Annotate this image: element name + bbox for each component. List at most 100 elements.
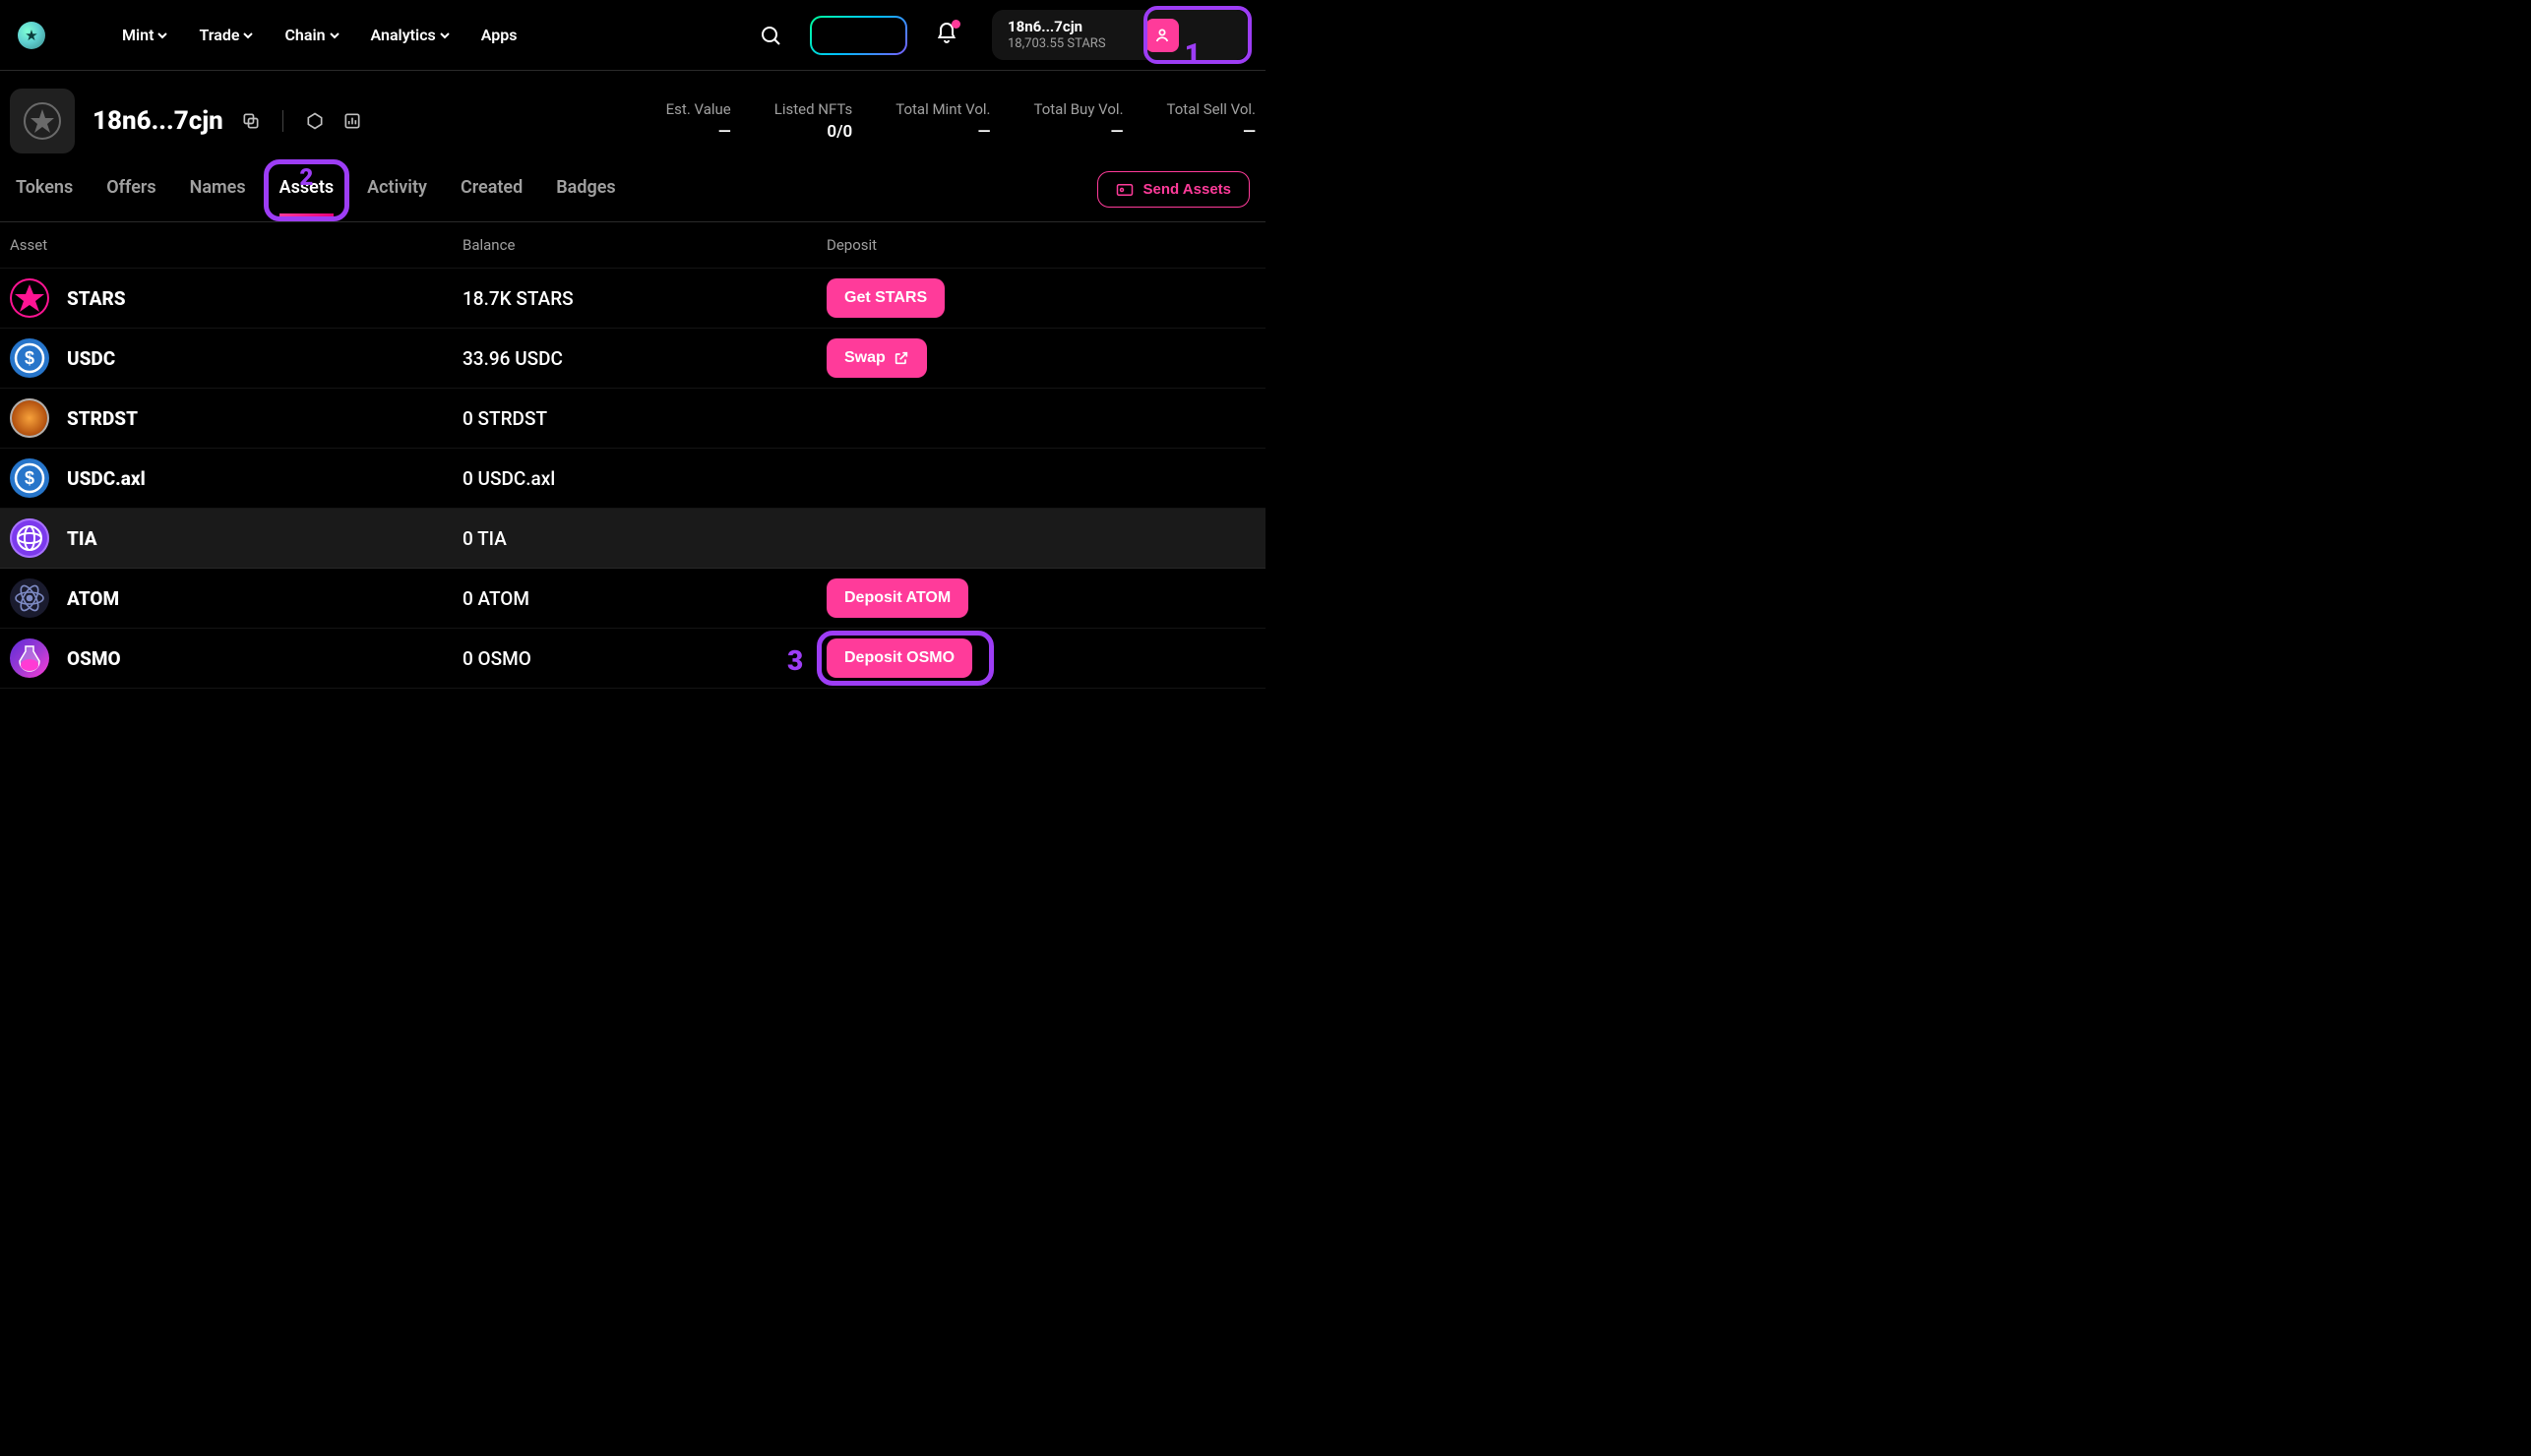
stat: Listed NFTs 0/0 (774, 100, 853, 142)
tabs: Tokens Offers Names Assets2 Activity Created B… (0, 153, 1266, 222)
profile-address: 18n6...7cjn (93, 106, 223, 136)
tab-annotated: Assets2 (279, 177, 335, 215)
asset-name: OSMO (67, 647, 121, 670)
balance-cell: 0 USDC.axl (463, 467, 827, 490)
balance-cell: 0 ATOM (463, 587, 827, 610)
action-cell: Get STARS (827, 278, 1256, 318)
chevron-down-icon (330, 30, 340, 40)
stat-label: Est. Value (666, 100, 731, 118)
nav-mint[interactable]: Mint (122, 26, 167, 44)
stat: Total Buy Vol. — (1034, 100, 1124, 142)
chevron-down-icon (157, 30, 167, 40)
card-icon (1116, 183, 1134, 197)
stat-value: — (1034, 122, 1124, 142)
account-card[interactable]: 18n6...7cjn 18,703.55 STARS 1 (992, 10, 1248, 60)
stat-value: — (1167, 122, 1256, 142)
divider (282, 110, 283, 132)
profile-summary: 18n6...7cjn Est. Value — Listed NFTs 0/0 T… (0, 71, 1266, 153)
tab-tokens[interactable]: Tokens (16, 177, 73, 215)
profile-button[interactable] (1145, 19, 1179, 52)
main-nav: Mint Trade Chain Analytics Apps (122, 26, 517, 44)
swap-button[interactable]: Swap (827, 338, 927, 378)
stat-label: Total Buy Vol. (1034, 100, 1124, 118)
stat-label: Total Sell Vol. (1167, 100, 1256, 118)
asset-name: STARS (67, 287, 126, 310)
stat-value: 0/0 (774, 122, 853, 142)
action-cell: Swap (827, 338, 1256, 378)
stat: Total Mint Vol. — (895, 100, 990, 142)
osmo-icon (10, 638, 49, 678)
bridge-button[interactable]: Bridge (810, 16, 907, 55)
app-logo[interactable] (18, 22, 45, 49)
topbar: Mint Trade Chain Analytics Apps Bridge 1… (0, 0, 1266, 71)
nav-trade[interactable]: Trade (199, 26, 253, 44)
asset-name: TIA (67, 527, 97, 550)
nav-chain[interactable]: Chain (284, 26, 339, 44)
copy-icon[interactable] (241, 111, 261, 131)
balance-cell: 0 STRDST (463, 407, 827, 430)
asset-cell: STARS (10, 278, 463, 318)
atom-icon (10, 578, 49, 618)
asset-cell: $ USDC.axl (10, 458, 463, 498)
search-icon[interactable] (759, 24, 782, 47)
tab-created[interactable]: Created (461, 177, 523, 215)
hex-icon[interactable] (305, 111, 325, 131)
nav-analytics[interactable]: Analytics (371, 26, 450, 44)
balance-cell: 0 TIA (463, 527, 827, 550)
chevron-down-icon (243, 30, 253, 40)
asset-name: STRDST (67, 407, 138, 430)
table-row: TIA 0 TIA (0, 509, 1266, 569)
svg-text:$: $ (25, 468, 34, 488)
table-row: $ USDC.axl 0 USDC.axl (0, 449, 1266, 509)
user-icon (1153, 27, 1171, 44)
usdc-icon: $ (10, 338, 49, 378)
deposit-osmo-button[interactable]: Deposit OSMO (827, 638, 972, 678)
stat-value: — (666, 122, 731, 142)
notifications-button[interactable] (935, 22, 958, 49)
balance-cell: 18.7K STARS (463, 287, 827, 310)
external-link-icon (894, 350, 909, 366)
tab-activity[interactable]: Activity (367, 177, 427, 215)
asset-cell: TIA (10, 518, 463, 558)
annotation-number-1: 1 (1185, 37, 1201, 70)
send-assets-button[interactable]: Send Assets (1097, 171, 1250, 208)
asset-cell: $USDC (10, 338, 463, 378)
strdst-icon (10, 398, 49, 438)
account-balance: 18,703.55 STARS (1008, 36, 1106, 52)
profile-avatar (10, 89, 75, 153)
th-balance: Balance (463, 236, 827, 254)
th-deposit: Deposit (827, 236, 1256, 254)
asset-cell: ATOM (10, 578, 463, 618)
profile-stats: Est. Value — Listed NFTs 0/0 Total Mint Vo… (666, 100, 1256, 142)
balance-cell: 0 OSMO (463, 647, 827, 670)
table-body: STARS 18.7K STARSGet STARS $USDC33.96 USDC… (0, 269, 1266, 689)
usdcaxl-icon: $ (10, 458, 49, 498)
stars-icon (10, 278, 49, 318)
tab-offers[interactable]: Offers (106, 177, 155, 215)
table-row: ATOM0 ATOMDeposit ATOM (0, 569, 1266, 629)
chevron-down-icon (440, 30, 450, 40)
stats-icon[interactable] (342, 111, 362, 131)
asset-cell: STRDST (10, 398, 463, 438)
table-row: STARS 18.7K STARSGet STARS (0, 269, 1266, 329)
star-outline-icon (23, 101, 62, 141)
th-asset: Asset (10, 236, 463, 254)
annotation-number-2: 2 (299, 163, 313, 191)
account-info: 18n6...7cjn 18,703.55 STARS (1008, 18, 1106, 52)
asset-name: USDC.axl (67, 467, 146, 490)
table-row: $USDC33.96 USDCSwap (0, 329, 1266, 389)
stat: Total Sell Vol. — (1167, 100, 1256, 142)
tab-names[interactable]: Names (190, 177, 246, 215)
balance-cell: 33.96 USDC (463, 347, 827, 370)
annotation-number-3: 3 (787, 644, 803, 677)
action-cell: Deposit OSMO3 (827, 638, 1256, 678)
table-header: Asset Balance Deposit (0, 222, 1266, 269)
action-cell: Deposit ATOM (827, 578, 1256, 618)
get-stars-button[interactable]: Get STARS (827, 278, 945, 318)
nav-apps[interactable]: Apps (481, 26, 518, 44)
account-address: 18n6...7cjn (1008, 18, 1106, 36)
tab-badges[interactable]: Badges (556, 177, 615, 215)
svg-text:$: $ (25, 348, 34, 368)
stat-label: Total Mint Vol. (895, 100, 990, 118)
deposit-atom-button[interactable]: Deposit ATOM (827, 578, 968, 618)
